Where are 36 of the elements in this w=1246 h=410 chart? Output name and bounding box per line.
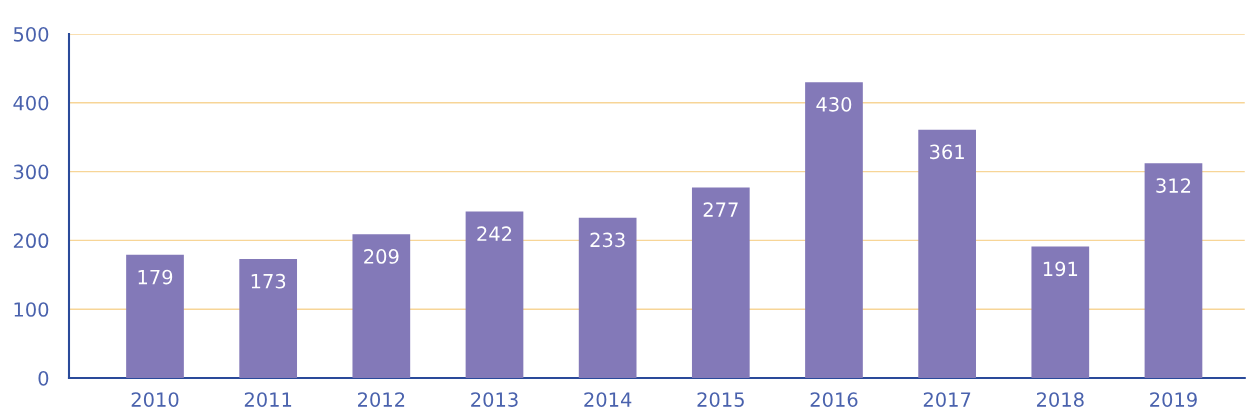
y-tick-label: 0 — [38, 370, 49, 386]
bar — [126, 254, 184, 378]
y-tick-label: 100 — [14, 302, 49, 317]
bar — [352, 234, 411, 378]
bar — [1144, 163, 1203, 378]
x-tick-label: 2017 — [923, 392, 971, 407]
bar — [465, 211, 524, 378]
y-tick-label: 500 — [13, 26, 49, 42]
data-label: 173 — [251, 273, 286, 289]
x-tick-label: 2018 — [1036, 392, 1084, 407]
bar — [239, 258, 298, 378]
bar — [805, 82, 863, 378]
x-tick-label: 2013 — [471, 392, 518, 407]
y-tick-label: 400 — [13, 95, 49, 111]
data-label: 191 — [1043, 261, 1078, 277]
data-label: 179 — [138, 269, 173, 285]
x-tick-label: 2010 — [131, 392, 179, 407]
data-label: 209 — [364, 249, 399, 264]
y-tick-label: 300 — [13, 164, 49, 180]
data-label: 361 — [930, 144, 964, 160]
x-tick-label: 2012 — [358, 392, 405, 407]
x-tick-label: 2015 — [697, 392, 744, 407]
data-label: 233 — [590, 232, 625, 248]
bar — [691, 187, 750, 378]
bar — [1031, 246, 1090, 378]
bar — [918, 129, 976, 378]
data-label: 242 — [477, 226, 512, 241]
x-tick-label: 2019 — [1150, 392, 1197, 407]
x-tick-label: 2016 — [810, 392, 858, 407]
data-label: 277 — [703, 202, 738, 217]
data-label: 312 — [1156, 178, 1191, 193]
y-tick-label: 200 — [13, 233, 49, 249]
x-tick-label: 2014 — [584, 392, 632, 407]
bar — [578, 217, 637, 378]
data-label: 430 — [816, 97, 852, 112]
x-tick-label: 2011 — [244, 392, 292, 407]
